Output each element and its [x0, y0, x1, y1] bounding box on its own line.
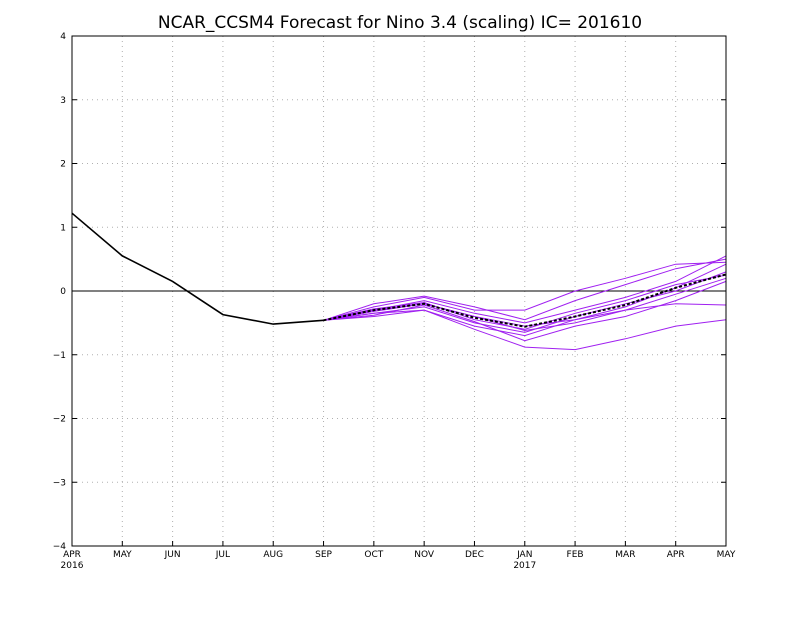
- x-tick-label: JAN: [516, 550, 532, 560]
- y-tick-label: 4: [60, 32, 66, 42]
- chart-title: NCAR_CCSM4 Forecast for Nino 3.4 (scalin…: [158, 13, 642, 33]
- ensemble-member-line: [323, 274, 727, 330]
- x-tick-label: MAY: [717, 550, 736, 560]
- y-tick-label: −3: [53, 478, 66, 488]
- ensemble-member-line: [323, 309, 727, 351]
- y-tick-label: 0: [60, 287, 66, 297]
- x-tick-label: MAY: [113, 550, 132, 560]
- ensemble-members-layer: [323, 255, 727, 351]
- y-tick-label: 2: [60, 160, 66, 170]
- y-tick-label: 1: [60, 223, 66, 233]
- y-tick-label: −4: [53, 542, 67, 552]
- ensemble-mean-line: [323, 273, 727, 328]
- x-tick-label: APR: [667, 550, 685, 560]
- x-tick-label: OCT: [364, 550, 383, 560]
- y-tick-label: 3: [60, 96, 66, 106]
- x-tick-label: NOV: [414, 550, 435, 560]
- x-tick-label: FEB: [567, 550, 584, 560]
- observed-line: [71, 212, 324, 325]
- observed-layer: [71, 212, 324, 325]
- x-tick-label: AUG: [263, 550, 283, 560]
- x-tick-label: APR: [63, 550, 81, 560]
- y-tick-label: −1: [53, 351, 66, 361]
- x-tick-label: SEP: [315, 550, 332, 560]
- ensemble-member-line: [323, 258, 727, 321]
- x-tick-label: DEC: [465, 550, 484, 560]
- x-tick-label: JUN: [164, 550, 181, 560]
- x-year-label: 2017: [513, 561, 536, 571]
- ensemble-member-line: [323, 303, 727, 332]
- ensemble-mean-layer: [323, 273, 727, 328]
- x-tick-label: JUL: [215, 550, 230, 560]
- y-tick-label: −2: [53, 415, 66, 425]
- x-year-label: 2016: [61, 561, 84, 571]
- ensemble-member-line: [323, 261, 727, 321]
- axis-layer: APR MAY JUN JUL AUG SEP OCT NOV DEC JAN FEB MAR APR M…: [53, 32, 736, 571]
- x-tick-label: MAR: [615, 550, 635, 560]
- ensemble-member-line: [323, 271, 727, 333]
